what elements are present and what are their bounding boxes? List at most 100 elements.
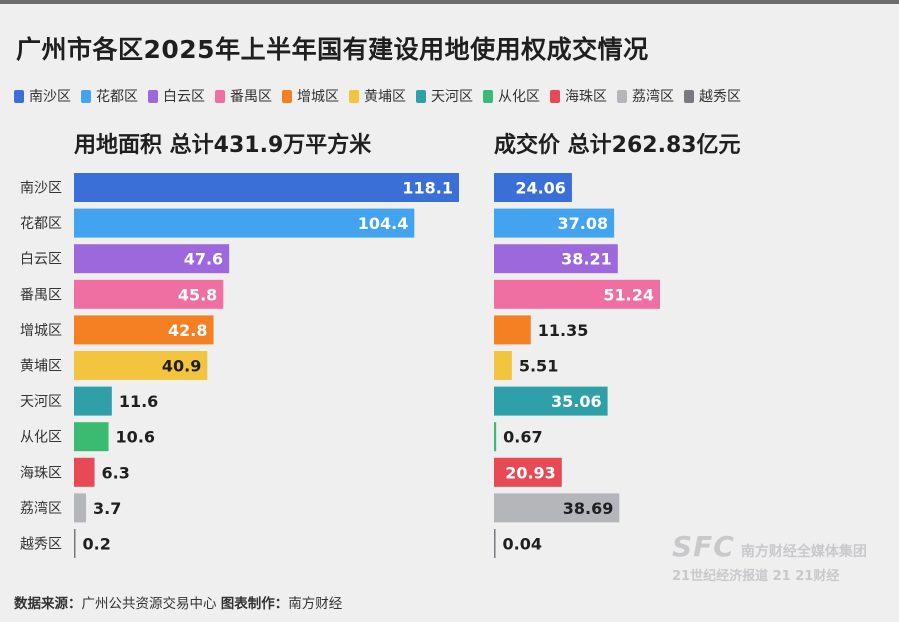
- area-value-label: 3.7: [93, 499, 121, 518]
- area-value-label: 6.3: [102, 463, 130, 482]
- legend-swatch: [282, 89, 292, 103]
- chart-title: 广州市各区2025年上半年国有建设用地使用权成交情况: [16, 35, 649, 64]
- legend-swatch: [148, 89, 158, 103]
- area-bar: [74, 457, 95, 487]
- price-bar: [494, 422, 497, 452]
- legend-swatch: [416, 89, 426, 103]
- legend-label: 越秀区: [699, 89, 741, 105]
- area-value-label: 45.8: [178, 285, 217, 304]
- legend: 南沙区 花都区 白云区 番禺区 增城区 黄埔区 天河区 从化区 海珠区 荔湾区 越秀区: [14, 86, 741, 106]
- legend-item: 海珠区: [550, 86, 607, 106]
- legend-swatch: [684, 89, 694, 103]
- legend-swatch: [483, 89, 493, 103]
- price-value-label: 37.08: [558, 214, 609, 233]
- legend-swatch: [14, 89, 24, 103]
- legend-label: 南沙区: [29, 89, 71, 105]
- area-bar: [74, 351, 208, 380]
- legend-item: 从化区: [483, 86, 540, 106]
- maker-text: 南方财经: [288, 596, 343, 612]
- legend-item: 天河区: [416, 86, 473, 106]
- legend-label: 从化区: [498, 89, 540, 105]
- price-bar: [494, 208, 615, 238]
- area-bar: [74, 386, 112, 416]
- legend-label: 海珠区: [565, 89, 607, 105]
- legend-swatch: [81, 89, 91, 103]
- area-bar: [74, 244, 230, 274]
- area-value-label: 11.6: [119, 392, 158, 411]
- legend-item: 黄埔区: [349, 86, 406, 106]
- price-bar: [494, 315, 531, 345]
- price-value-label: 24.06: [515, 179, 566, 198]
- area-value-label: 118.1: [402, 179, 453, 198]
- source-note: 数据来源：广州公共资源交易中心 图表制作：南方财经: [14, 592, 342, 612]
- category-label: 越秀区: [20, 537, 62, 553]
- legend-label: 黄埔区: [364, 89, 406, 105]
- watermark-line2: 21世纪经济报道 21 21财经: [672, 569, 840, 584]
- legend-swatch: [215, 89, 225, 103]
- category-label: 从化区: [20, 430, 62, 446]
- area-value-label: 47.6: [184, 250, 223, 269]
- source-text: 广州公共资源交易中心: [81, 596, 217, 612]
- area-bar: [74, 422, 109, 452]
- category-label: 黄埔区: [20, 358, 62, 375]
- legend-label: 天河区: [431, 89, 473, 105]
- category-label: 花都区: [20, 216, 62, 232]
- maker-label: 图表制作：: [220, 596, 289, 612]
- category-label: 增城区: [20, 323, 62, 339]
- legend-swatch: [550, 89, 560, 103]
- area-bar: [74, 208, 415, 238]
- category-label: 天河区: [20, 394, 62, 410]
- price-value-label: 0.67: [503, 428, 542, 447]
- watermark: SFC 南方财经全媒体集团 21世纪经济报道 21 21财经: [672, 530, 867, 584]
- legend-item: 白云区: [148, 86, 205, 106]
- category-label: 海珠区: [20, 465, 62, 481]
- legend-item: 越秀区: [684, 86, 741, 106]
- area-value-label: 40.9: [162, 357, 201, 376]
- legend-label: 增城区: [297, 89, 339, 105]
- legend-swatch: [617, 89, 627, 103]
- price-bar: [494, 493, 620, 523]
- legend-item: 荔湾区: [617, 86, 674, 106]
- legend-label: 番禺区: [230, 89, 272, 105]
- source-label: 数据来源：: [14, 596, 82, 612]
- area-value-label: 104.4: [358, 214, 409, 233]
- area-bar: [74, 493, 87, 523]
- watermark-brand: SFC: [672, 530, 735, 563]
- price-value-label: 35.06: [551, 392, 602, 411]
- legend-label: 白云区: [163, 89, 205, 105]
- price-panel-title: 成交价 总计262.83亿元: [494, 133, 741, 158]
- legend-item: 南沙区: [14, 86, 71, 106]
- area-value-label: 10.6: [116, 428, 155, 447]
- price-value-label: 11.35: [538, 321, 589, 340]
- legend-label: 荔湾区: [632, 89, 674, 105]
- area-value-label: 42.8: [168, 321, 207, 340]
- area-bar: [74, 279, 224, 309]
- price-bar: [494, 386, 608, 416]
- price-value-label: 51.24: [603, 285, 654, 304]
- area-panel-title: 用地面积 总计431.9万平方米: [74, 133, 372, 158]
- price-value-label: 20.93: [505, 463, 556, 482]
- category-label: 白云区: [20, 252, 62, 268]
- legend-item: 增城区: [282, 86, 339, 106]
- legend-label: 花都区: [96, 89, 138, 105]
- price-bar: [494, 351, 512, 380]
- price-value-label: 38.69: [563, 499, 614, 518]
- area-value-label: 0.2: [83, 535, 111, 554]
- area-bar: [74, 315, 214, 345]
- category-label: 南沙区: [20, 181, 62, 197]
- watermark-group: 南方财经全媒体集团: [740, 544, 867, 560]
- price-value-label: 5.51: [519, 357, 558, 376]
- legend-item: 番禺区: [215, 86, 272, 106]
- category-label: 番禺区: [20, 287, 62, 303]
- area-bar: [74, 529, 76, 558]
- legend-item: 花都区: [81, 86, 138, 106]
- area-bar: [74, 173, 459, 202]
- category-label: 荔湾区: [20, 500, 62, 517]
- price-value-label: 38.21: [561, 250, 612, 269]
- price-bar: [494, 244, 618, 274]
- top-bar: [0, 0, 899, 4]
- price-value-label: 0.04: [503, 535, 542, 554]
- price-bar: [494, 457, 562, 487]
- price-bar: [494, 173, 572, 202]
